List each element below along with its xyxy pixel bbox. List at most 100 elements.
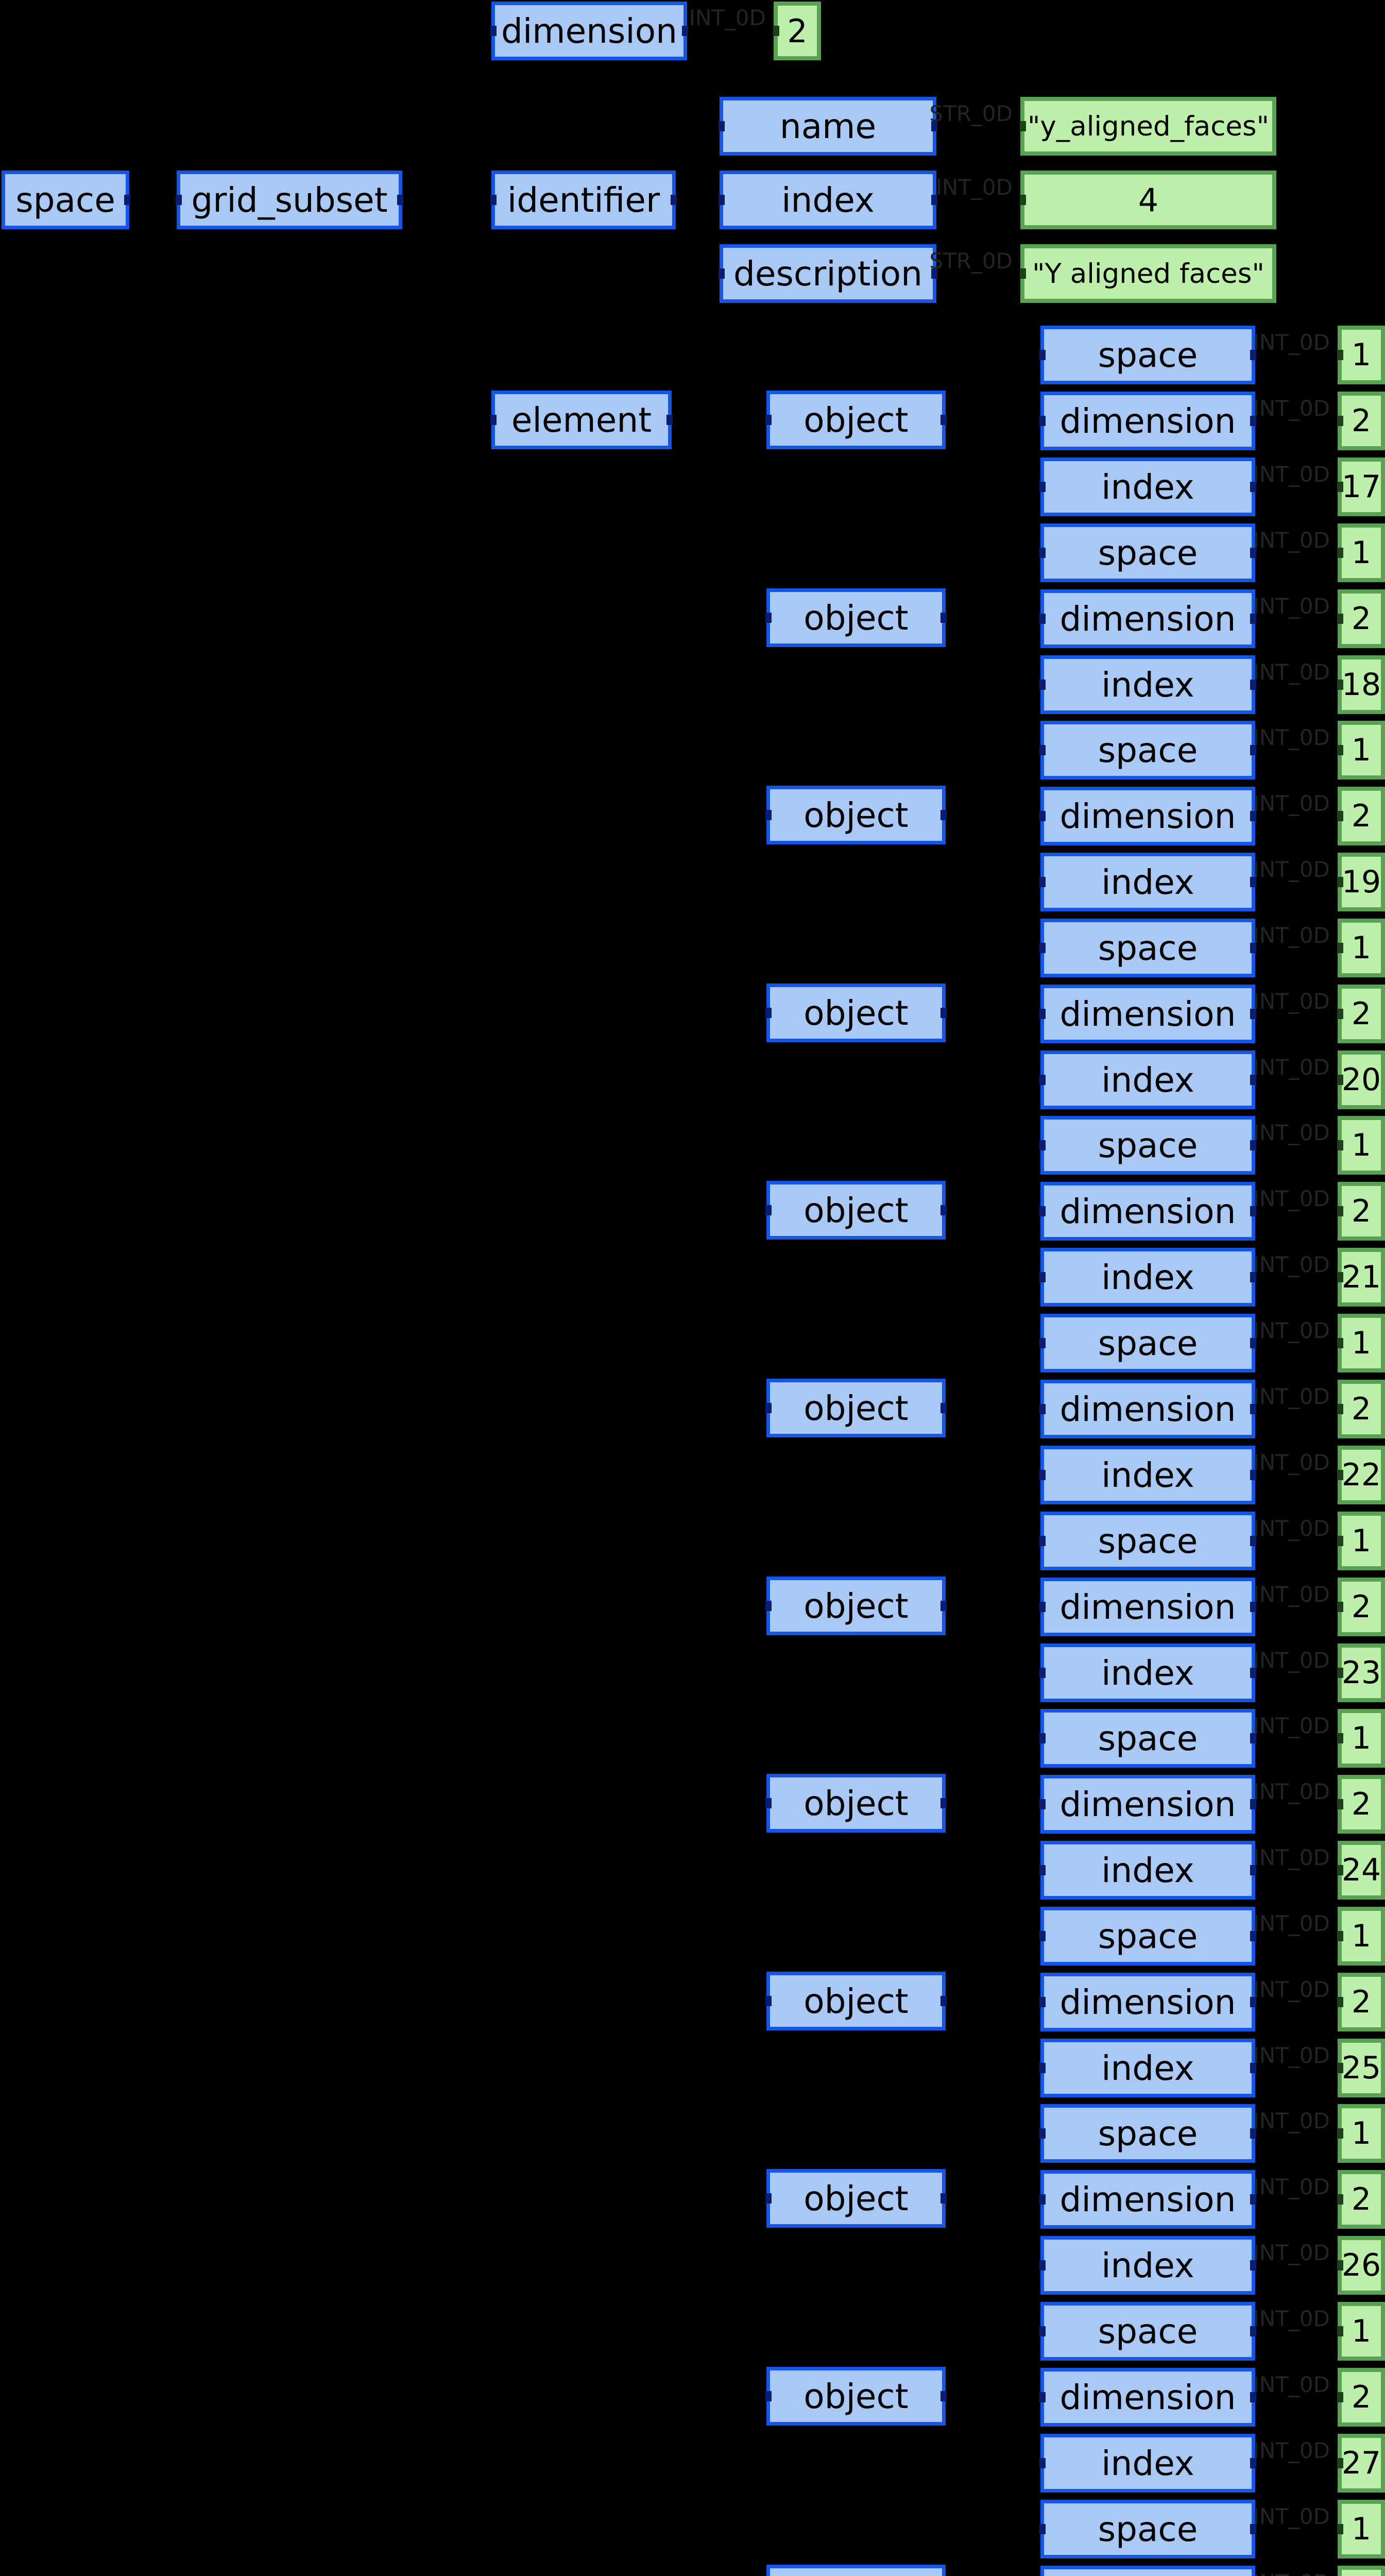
edge-label-object-3-space-type: INT_0D <box>1253 923 1330 948</box>
value-object-9-space: 1 <box>1337 2104 1385 2163</box>
value-object-3-space-text: 1 <box>1351 930 1372 966</box>
edge-arrowhead <box>1250 482 1256 492</box>
edge-arrowhead <box>1337 877 1343 887</box>
node-object-7: object <box>765 1774 947 1833</box>
value-object-5-index-text: 22 <box>1341 1457 1381 1493</box>
edge-arrowhead <box>1337 1536 1343 1546</box>
edge-arrowhead <box>1039 745 1046 755</box>
edge-arrowhead <box>1039 1602 1046 1612</box>
node-dimension-text: dimension <box>501 11 677 51</box>
value-object-9-index-text: 26 <box>1341 2247 1381 2283</box>
node-object-10-space-text: space <box>1098 2311 1198 2351</box>
edge-label-object-7-dimension-type: INT_0D <box>1253 1779 1330 1804</box>
edge-arrowhead <box>1250 1338 1256 1348</box>
node-object-0-space: space <box>1039 326 1256 384</box>
edge-arrowhead <box>1039 1733 1046 1743</box>
node-object-4-dimension-text: dimension <box>1059 1191 1236 1231</box>
node-object-8-space-text: space <box>1098 1916 1198 1956</box>
node-object-5-index: index <box>1039 1446 1256 1504</box>
edge-arrowhead <box>1039 482 1046 492</box>
node-object-2-dimension-text: dimension <box>1059 796 1236 836</box>
edge-label-object-8-dimension-type: INT_0D <box>1253 1977 1330 2002</box>
node-object-5: object <box>765 1379 947 1437</box>
edge-label-object-1-dimension-type: INT_0D <box>1253 594 1330 619</box>
node-object-2: object <box>765 786 947 844</box>
node-object-0-dimension-text: dimension <box>1059 401 1236 441</box>
edge-arrowhead <box>941 613 947 623</box>
value-identifier-name-text: "y_aligned_faces" <box>1027 110 1270 142</box>
node-object-9-space-text: space <box>1098 2113 1198 2154</box>
value-object-8-dimension-text: 2 <box>1351 1984 1372 2020</box>
edge-arrowhead <box>490 26 497 36</box>
node-object-6-text: object <box>803 1586 909 1626</box>
node-object-9-index-text: index <box>1101 2245 1194 2285</box>
edge-arrowhead <box>765 1601 772 1611</box>
node-object-4-index-text: index <box>1101 1257 1194 1297</box>
edge-arrowhead <box>1337 1075 1343 1085</box>
node-object-2-space-text: space <box>1098 730 1198 770</box>
node-object-2-index-text: index <box>1101 862 1194 902</box>
value-object-1-space-text: 1 <box>1351 535 1372 571</box>
edge-arrowhead <box>490 415 497 425</box>
node-object-2-space: space <box>1039 721 1256 779</box>
value-object-9-space-text: 1 <box>1351 2115 1372 2151</box>
edge-label-object-0-dimension-type: INT_0D <box>1253 396 1330 421</box>
value-object-2-dimension-text: 2 <box>1351 798 1372 834</box>
value-object-11-dimension: 2 <box>1338 2566 1385 2576</box>
node-object-8-index-text: index <box>1101 2048 1194 2088</box>
node-object-1: object <box>765 588 947 647</box>
edge-arrowhead <box>765 1008 772 1018</box>
edge-arrowhead <box>1250 1272 1256 1282</box>
node-object-0-space-text: space <box>1098 335 1198 375</box>
edge-arrowhead <box>1250 1009 1256 1019</box>
edge-arrowhead <box>1039 416 1046 426</box>
value-object-10-space-text: 1 <box>1351 2313 1372 2349</box>
value-identifier-index: 4 <box>1020 171 1276 229</box>
edge-label-object-9-index-type: INT_0D <box>1253 2240 1330 2265</box>
edge-arrowhead <box>941 2193 947 2204</box>
node-object-9-dimension-text: dimension <box>1059 2179 1236 2219</box>
edge-arrowhead <box>1337 1602 1343 1612</box>
value-object-3-index-text: 20 <box>1341 1062 1381 1098</box>
edge-arrowhead <box>1250 1997 1256 2007</box>
node-object-5-text: object <box>803 1388 909 1428</box>
node-object-4-space-text: space <box>1098 1125 1198 1165</box>
edge-label-object-6-index-type: INT_0D <box>1253 1648 1330 1673</box>
value-object-7-space-text: 1 <box>1351 1720 1372 1756</box>
edge-label-object-6-space-type: INT_0D <box>1253 1516 1330 1541</box>
edge-arrowhead <box>1250 1536 1256 1546</box>
node-object-7-space: space <box>1039 1709 1256 1768</box>
value-object-2-index-text: 19 <box>1341 864 1381 900</box>
value-object-8-space-text: 1 <box>1351 1918 1372 1954</box>
node-object-3-dimension-text: dimension <box>1059 994 1236 1034</box>
edge-arrowhead <box>1039 1009 1046 1019</box>
edge-label-object-5-index-type: INT_0D <box>1253 1450 1330 1475</box>
value-dimension: 2 <box>773 2 821 60</box>
edge-arrowhead <box>1039 2458 1046 2468</box>
node-object-7-space-text: space <box>1098 1718 1198 1758</box>
edge-arrowhead <box>1020 195 1026 205</box>
edge-arrowhead <box>1337 1338 1343 1348</box>
edge-arrowhead <box>1337 943 1343 953</box>
edge-arrowhead <box>1250 2128 1256 2139</box>
edge-arrowhead <box>1337 2392 1343 2402</box>
value-object-1-index: 18 <box>1337 655 1385 714</box>
value-object-2-space-text: 1 <box>1351 732 1372 768</box>
edge-label-object-2-space-type: INT_0D <box>1253 725 1330 750</box>
edge-arrowhead <box>124 195 130 205</box>
edge-label-object-1-space-type: INT_0D <box>1253 528 1330 553</box>
edge-arrowhead <box>1039 1865 1046 1875</box>
value-object-4-space: 1 <box>1337 1116 1385 1175</box>
node-object-2-index: index <box>1039 853 1256 911</box>
node-object-9-text: object <box>803 2178 909 2218</box>
edge-arrowhead <box>1039 2260 1046 2270</box>
edge-arrowhead <box>941 1798 947 1808</box>
node-object-11-space-text: space <box>1098 2509 1198 2549</box>
node-element-text: element <box>511 400 652 440</box>
edge-arrowhead <box>1039 1075 1046 1085</box>
value-identifier-description: "Y aligned faces" <box>1020 244 1276 303</box>
value-object-10-index: 27 <box>1337 2434 1385 2493</box>
edge-arrowhead <box>1250 548 1256 558</box>
node-object-6-index-text: index <box>1101 1653 1194 1693</box>
